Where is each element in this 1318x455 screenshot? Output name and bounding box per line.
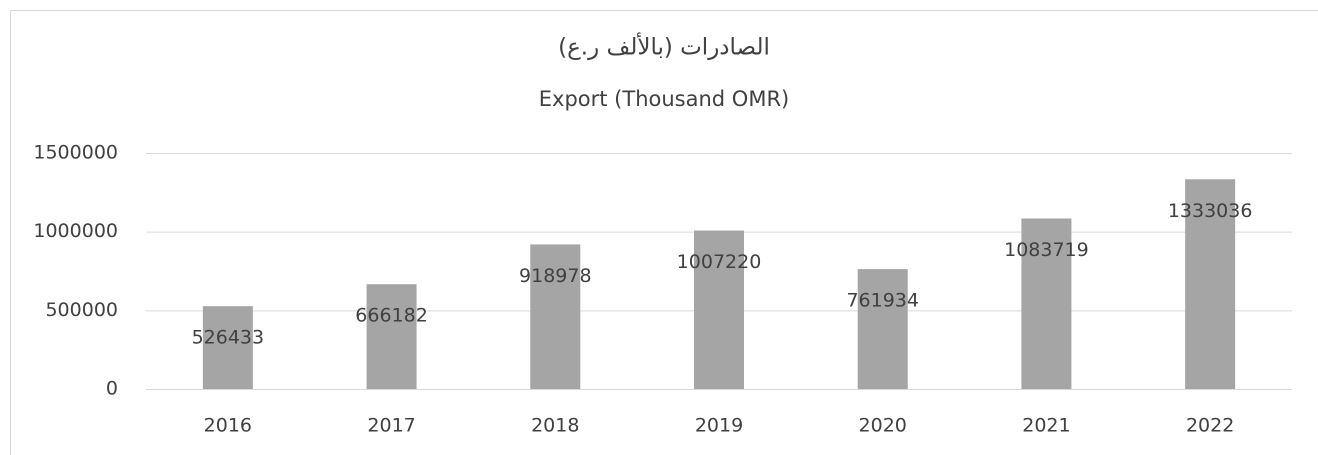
y-tick-label: 1500000 bbox=[33, 142, 118, 164]
y-tick-label: 1000000 bbox=[33, 220, 118, 242]
bar bbox=[202, 306, 253, 389]
data-label: 761934 bbox=[846, 290, 919, 312]
data-label: 1007220 bbox=[677, 251, 762, 273]
bar bbox=[530, 244, 581, 389]
bar bbox=[366, 284, 417, 389]
data-label: 918978 bbox=[519, 265, 592, 287]
y-tick-label: 500000 bbox=[45, 299, 118, 321]
y-tick-label: 0 bbox=[106, 378, 118, 400]
x-tick-label: 2021 bbox=[1022, 415, 1070, 437]
x-tick-label: 2019 bbox=[695, 415, 743, 437]
bar bbox=[1021, 218, 1072, 389]
bar bbox=[857, 269, 908, 389]
data-label: 666182 bbox=[355, 305, 428, 327]
x-tick-label: 2017 bbox=[367, 415, 415, 437]
x-tick-label: 2022 bbox=[1186, 415, 1234, 437]
bar bbox=[1185, 179, 1236, 389]
bar bbox=[694, 230, 744, 389]
x-tick-label: 2018 bbox=[531, 415, 579, 437]
chart-title: الصادرات (بالألف ر.ع) bbox=[558, 33, 770, 61]
data-label: 1083719 bbox=[1004, 239, 1089, 261]
x-tick-label: 2016 bbox=[204, 415, 252, 437]
x-tick-label: 2020 bbox=[859, 415, 907, 437]
chart-subtitle: Export (Thousand OMR) bbox=[539, 87, 789, 111]
data-label: 1333036 bbox=[1168, 200, 1253, 222]
data-label: 526433 bbox=[192, 327, 265, 349]
